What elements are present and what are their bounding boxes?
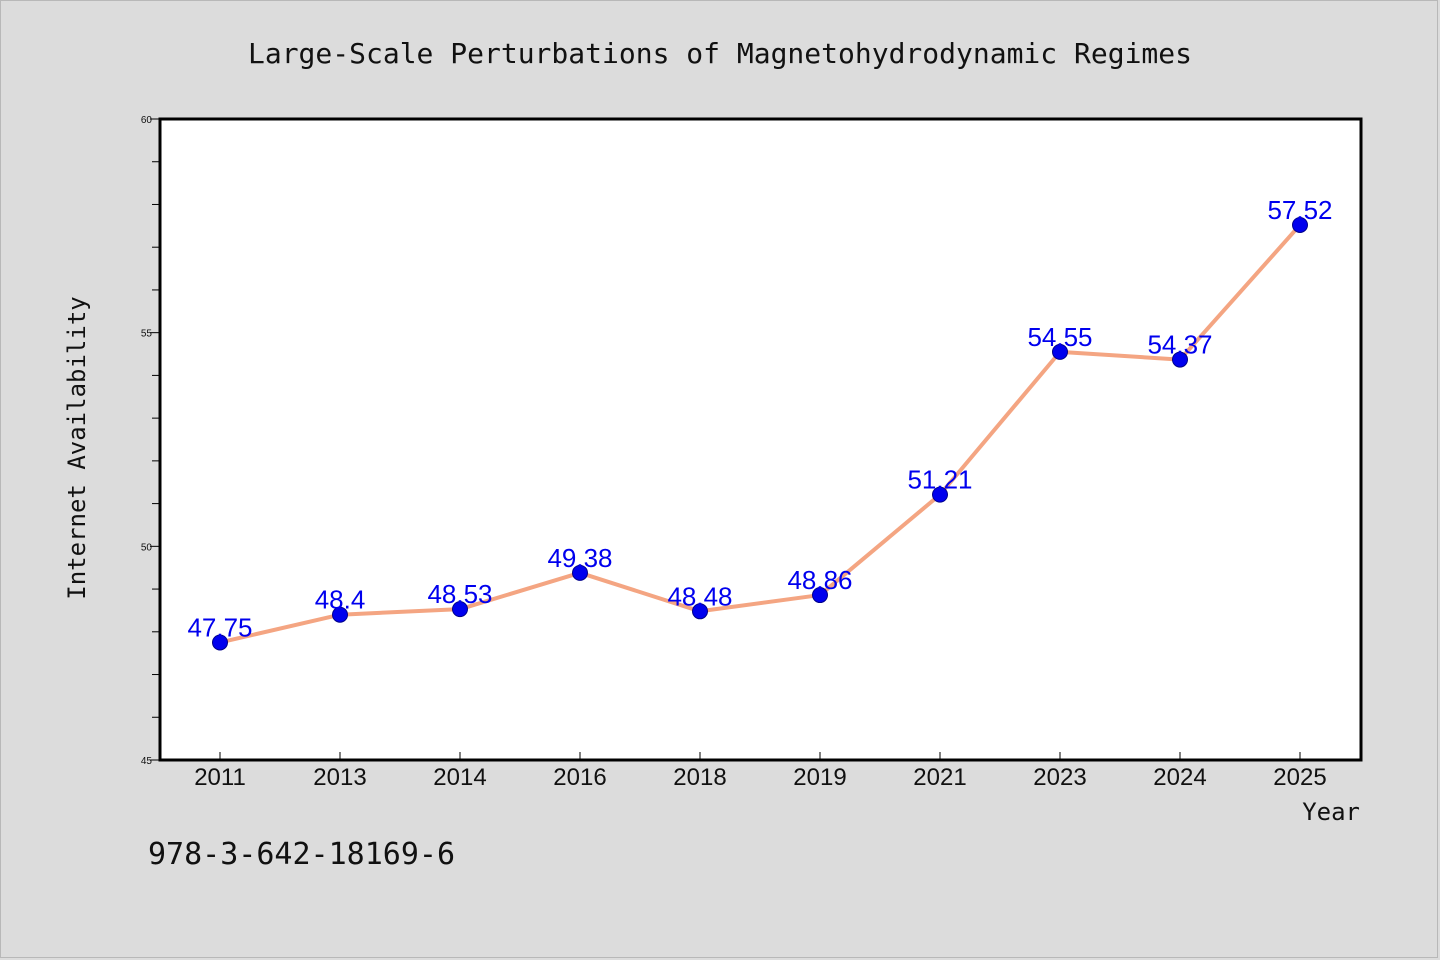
y-tick-label: 60 [141, 115, 153, 126]
data-label: 48.4 [315, 585, 366, 615]
data-label: 51.21 [907, 465, 972, 495]
x-tick-label: 2025 [1273, 764, 1326, 791]
series-line [218, 222, 1302, 645]
data-point [692, 603, 708, 620]
data-label: 54.55 [1027, 322, 1092, 352]
x-tick-label: 2018 [673, 764, 726, 791]
x-tick-label: 2011 [194, 764, 246, 791]
x-axis: 2011 2013 2014 2016 2018 2019 2021 2023 2024 2025 [194, 752, 1327, 791]
footer-code: 978-3-642-18169-6 [148, 837, 455, 872]
series-layer: 47.75 48.4 48.53 49.38 48.48 48.86 51.21 54.55 5… [187, 195, 1333, 651]
x-axis-label: Year [1302, 798, 1360, 826]
x-tick-label: 2019 [793, 764, 846, 791]
y-tick-label: 55 [141, 329, 153, 340]
data-label: 48.86 [787, 565, 852, 595]
plot-area [158, 117, 1363, 762]
data-point [572, 564, 588, 581]
x-tick-label: 2013 [313, 764, 366, 791]
data-point [452, 601, 468, 618]
data-point [1052, 343, 1068, 360]
y-tick-label: 50 [141, 542, 153, 553]
data-point [1292, 216, 1308, 233]
data-point [932, 486, 948, 503]
data-point [1172, 351, 1188, 368]
y-axis: 45 50 55 60 [141, 115, 160, 767]
y-axis-label: Internet Availability [63, 296, 91, 599]
data-label: 48.53 [427, 579, 492, 609]
data-label: 54.37 [1147, 330, 1212, 360]
x-tick-label: 2014 [433, 764, 486, 791]
x-tick-label: 2023 [1033, 764, 1086, 791]
data-label: 47.75 [187, 612, 252, 642]
data-point [212, 634, 228, 651]
data-label: 48.48 [667, 581, 732, 611]
y-tick-label: 45 [141, 756, 153, 767]
x-tick-label: 2024 [1153, 764, 1206, 791]
data-label: 49.38 [547, 543, 612, 573]
x-tick-label: 2021 [913, 764, 966, 791]
x-tick-label: 2016 [553, 764, 606, 791]
chart-title: Large-Scale Perturbations of Magnetohydr… [248, 37, 1192, 70]
data-point [812, 587, 828, 604]
data-point [332, 606, 348, 623]
data-label: 57.52 [1267, 195, 1332, 225]
